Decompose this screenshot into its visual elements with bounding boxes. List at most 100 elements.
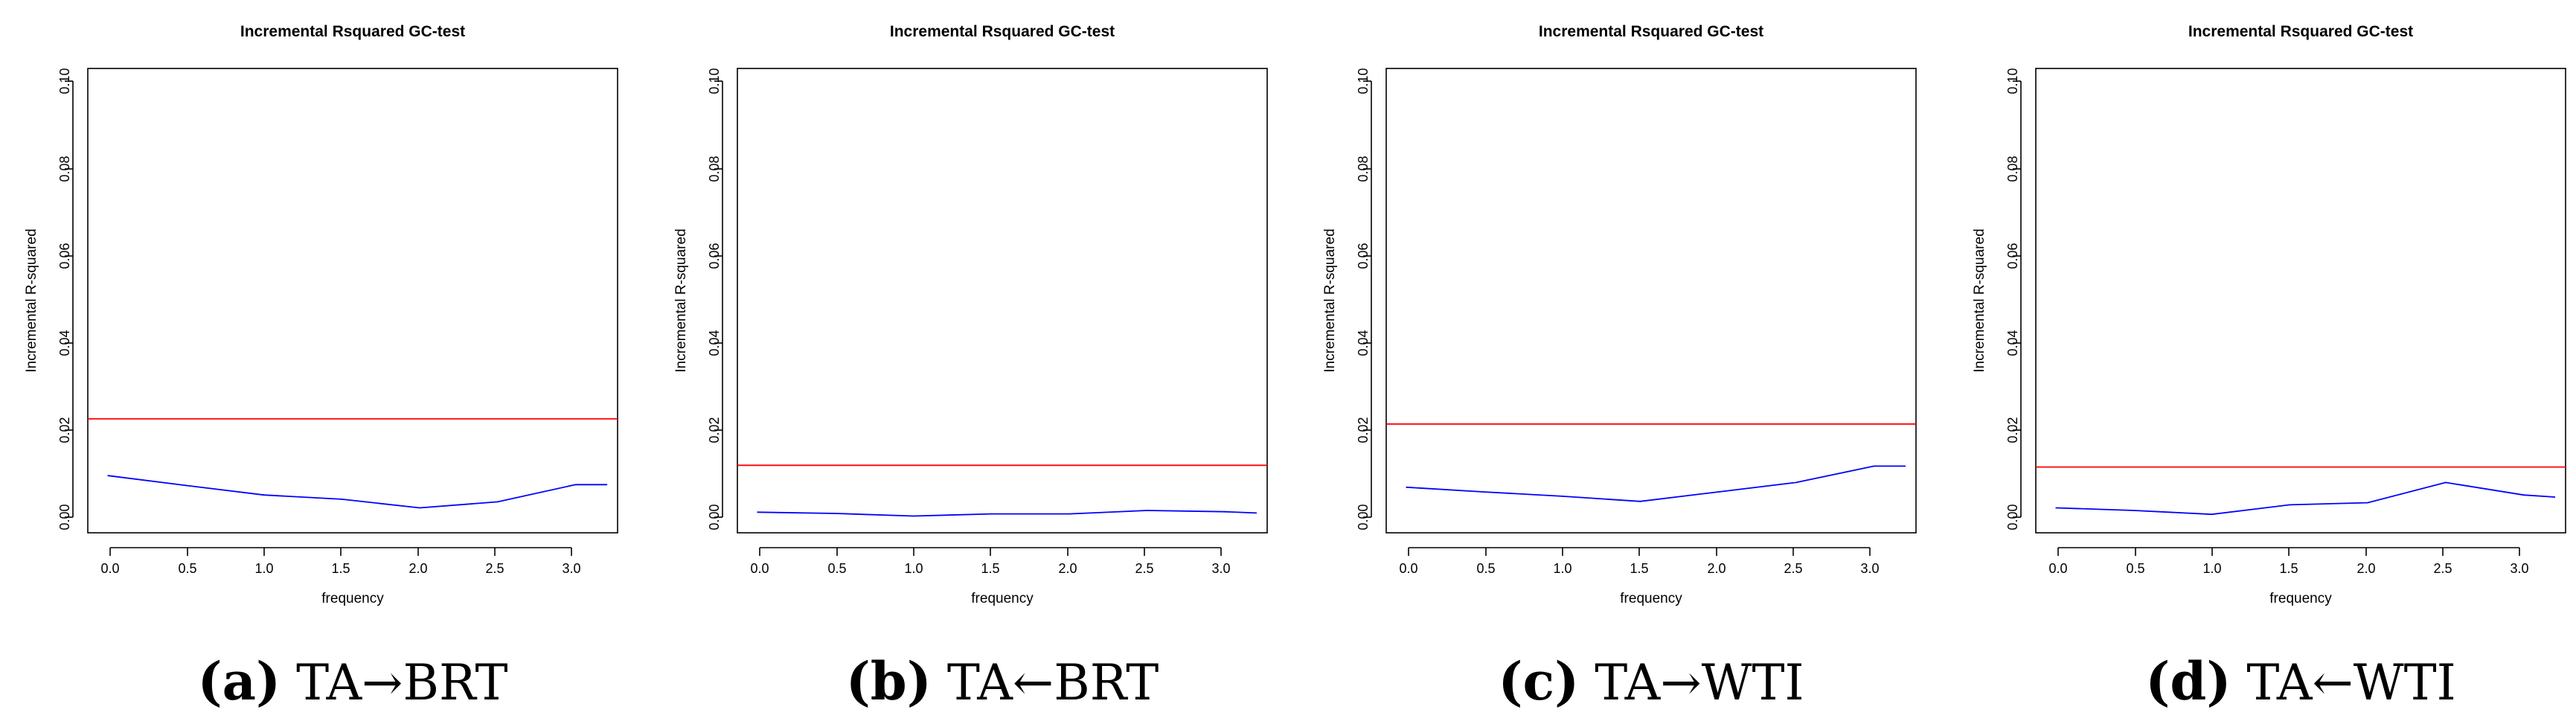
y-tick-label: 0.06 <box>57 243 72 269</box>
y-axis-label: Incremental R-squared <box>24 228 39 372</box>
caption-text: TA→WTI <box>1595 654 1804 711</box>
x-tick-label: 0.0 <box>750 561 769 576</box>
x-tick-label: 2.0 <box>1707 561 1726 576</box>
chart-title: Incremental Rsquared GC-test <box>890 23 1115 40</box>
data-point <box>1146 510 1148 511</box>
caption-text: TA←BRT <box>947 654 1159 711</box>
x-tick-label: 0.0 <box>2048 561 2067 576</box>
data-point <box>1717 491 1719 493</box>
subfigure-caption: (d) TA←WTI <box>2145 650 2455 712</box>
y-tick-label: 0.08 <box>2005 156 2020 182</box>
data-point <box>1255 512 1257 514</box>
x-tick-label: 2.5 <box>1784 561 1802 576</box>
x-tick-label: 1.0 <box>1553 561 1571 576</box>
x-tick-label: 0.0 <box>100 561 119 576</box>
y-tick-label: 0.08 <box>707 156 722 182</box>
data-point <box>757 511 759 513</box>
chart-title: Incremental Rsquared GC-test <box>1539 23 1763 40</box>
caption-letter: (d) <box>2145 650 2231 712</box>
y-axis-label: Incremental R-squared <box>673 228 689 372</box>
plot-frame <box>87 68 618 534</box>
subfigure-caption: (b) TA←BRT <box>846 650 1159 712</box>
caption-letter: (b) <box>846 650 932 712</box>
data-point <box>1068 513 1070 515</box>
caption-text: TA←WTI <box>2246 654 2455 711</box>
y-tick-label: 0.00 <box>707 504 722 530</box>
chart-panel: Incremental Rsquared GC-test 0.0 0.5 1.0 1.5… <box>1972 23 2566 712</box>
subfigure-caption: (c) TA→WTI <box>1498 650 1804 712</box>
x-tick-label: 2.0 <box>1058 561 1077 576</box>
y-tick-label: 0.00 <box>1356 504 1371 530</box>
x-tick-label: 2.5 <box>485 561 504 576</box>
y-axis-label: Incremental R-squared <box>1322 228 1338 372</box>
y-tick-label: 0.06 <box>1356 243 1371 269</box>
data-point <box>1224 510 1226 513</box>
data-point <box>496 501 499 503</box>
data-point <box>1795 481 1797 484</box>
y-tick-label: 0.04 <box>707 330 722 356</box>
x-tick-label: 1.5 <box>331 561 350 576</box>
y-tick-label: 0.06 <box>2005 243 2020 269</box>
x-tick-label: 0.5 <box>1476 561 1495 576</box>
y-tick-label: 0.02 <box>57 417 72 443</box>
y-tick-label: 0.04 <box>2005 330 2020 356</box>
y-axis-label: Incremental R-squared <box>1972 228 1987 372</box>
data-point <box>2522 494 2525 496</box>
y-tick-label: 0.02 <box>2005 417 2020 443</box>
y-tick-label: 0.06 <box>707 243 722 269</box>
x-axis-label: frequency <box>971 591 1034 606</box>
chart-panel: Incremental Rsquared GC-test 0.0 0.5 1.0 1.5… <box>1322 23 1917 712</box>
y-tick-label: 0.00 <box>57 504 72 530</box>
x-axis-label: frequency <box>321 591 384 606</box>
y-tick-label: 0.08 <box>1356 156 1371 182</box>
data-point <box>1904 465 1906 467</box>
y-tick-label: 0.10 <box>1356 68 1371 94</box>
data-point <box>1484 491 1485 493</box>
x-axis-label: frequency <box>2269 591 2332 606</box>
data-point <box>2211 513 2213 516</box>
data-point <box>606 484 608 486</box>
caption-text: TA→BRT <box>296 654 507 711</box>
x-tick-label: 2.0 <box>2356 561 2375 576</box>
plot-frame <box>1385 68 1917 534</box>
series-line <box>2056 481 2555 516</box>
x-tick-label: 0.0 <box>1399 561 1417 576</box>
data-point <box>2055 507 2057 509</box>
plot-frame <box>737 68 1268 534</box>
y-tick-label: 0.04 <box>1356 330 1371 356</box>
y-tick-label: 0.04 <box>57 330 72 356</box>
chart-title: Incremental Rsquared GC-test <box>2188 23 2413 40</box>
series-line <box>1406 465 1906 502</box>
y-tick-label: 0.10 <box>57 68 72 94</box>
data-point <box>2367 502 2368 504</box>
data-point <box>912 515 914 517</box>
y-tick-label: 0.02 <box>707 417 722 443</box>
data-point <box>2554 496 2556 498</box>
y-tick-label: 0.08 <box>57 156 72 182</box>
data-point <box>341 499 343 500</box>
x-tick-label: 1.0 <box>2202 561 2221 576</box>
data-point <box>419 507 420 509</box>
x-tick-label: 1.5 <box>1630 561 1648 576</box>
x-tick-label: 1.0 <box>254 561 273 576</box>
x-tick-label: 1.5 <box>2279 561 2298 576</box>
chart-panel: Incremental Rsquared GC-test 0.0 0.5 1.0 1.5… <box>673 23 1268 712</box>
y-tick-label: 0.00 <box>2005 504 2020 530</box>
x-tick-label: 2.5 <box>2433 561 2452 576</box>
x-tick-label: 1.0 <box>904 561 923 576</box>
data-point <box>835 513 836 514</box>
chart-panel: Incremental Rsquared GC-test 0.0 0.5 1.0 1.5… <box>24 23 618 712</box>
x-tick-label: 2.5 <box>1135 561 1153 576</box>
y-tick-label: 0.02 <box>1356 417 1371 443</box>
caption-letter: (a) <box>197 650 281 712</box>
data-point <box>2444 481 2447 484</box>
data-point <box>574 484 577 486</box>
x-tick-label: 3.0 <box>1860 561 1879 576</box>
x-tick-label: 0.5 <box>178 561 196 576</box>
data-point <box>107 475 109 477</box>
x-tick-label: 0.5 <box>2126 561 2144 576</box>
data-point <box>2289 504 2291 506</box>
x-tick-label: 0.5 <box>827 561 846 576</box>
data-point <box>1561 495 1563 497</box>
